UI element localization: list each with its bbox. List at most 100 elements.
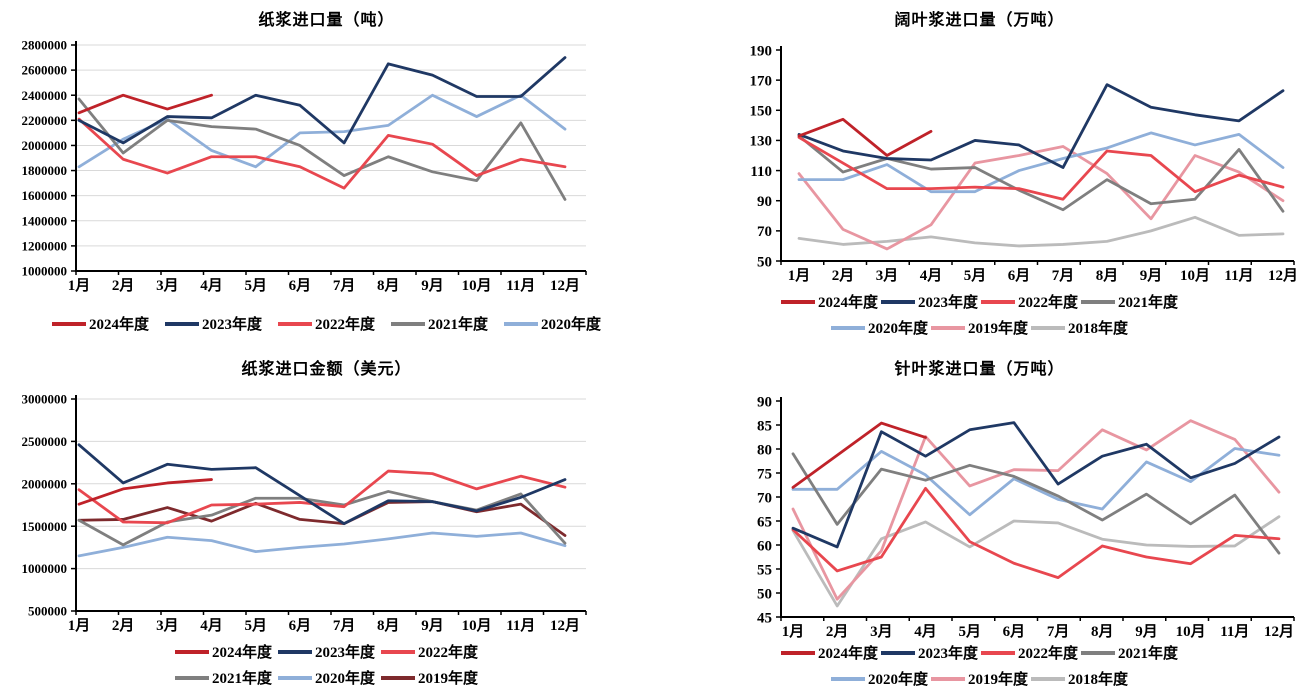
legend-swatch-icon xyxy=(780,650,815,655)
legend-row: 2021年度 2020年度 2019年度 xyxy=(174,667,478,688)
svg-text:65: 65 xyxy=(757,514,772,530)
svg-text:2月: 2月 xyxy=(832,267,855,284)
legend-item: 2022年度 xyxy=(381,641,478,662)
legend-swatch-icon xyxy=(930,676,965,681)
svg-text:70: 70 xyxy=(757,224,772,240)
chart-legend-pulp-import-value: 2024年度 2023年度 2022年度 2021年度 2020年度 2019年度 xyxy=(0,641,653,688)
svg-text:2400000: 2400000 xyxy=(22,88,68,103)
svg-text:5月: 5月 xyxy=(244,277,267,294)
chart-legend-hardwood-pulp: 2024年度 2023年度 2022年度 2021年度 2020年度 2019年度 2018… xyxy=(653,291,1306,338)
legend-swatch-icon xyxy=(1031,676,1065,681)
svg-text:10月: 10月 xyxy=(462,617,492,634)
x-axis-labels: 1月 2月 3月 4月 5月 6月 7月 8月 9月 10月 11月 12月 xyxy=(68,617,580,634)
legend-swatch-icon xyxy=(277,675,312,680)
svg-text:12月: 12月 xyxy=(550,277,580,294)
axes xyxy=(776,46,1295,265)
series-line-2020年度 xyxy=(791,447,1281,517)
svg-text:1月: 1月 xyxy=(68,617,91,634)
svg-text:50: 50 xyxy=(757,586,772,602)
svg-text:5月: 5月 xyxy=(964,267,987,284)
svg-text:8月: 8月 xyxy=(377,617,400,634)
legend-swatch-icon xyxy=(981,299,1015,304)
svg-text:3月: 3月 xyxy=(870,623,893,640)
x-axis-labels: 1月 2月 3月 4月 5月 6月 7月 8月 9月 10月 11月 12月 xyxy=(782,623,1294,640)
legend-item: 2024年度 xyxy=(780,642,878,663)
svg-text:12月: 12月 xyxy=(1268,267,1298,284)
legend-label: 2020年度 xyxy=(314,671,375,687)
legend-item: 2020年度 xyxy=(830,317,928,338)
svg-text:1600000: 1600000 xyxy=(22,188,68,203)
legend-label: 2022年度 xyxy=(418,645,479,661)
series-line-2019年度 xyxy=(77,500,567,537)
svg-text:2200000: 2200000 xyxy=(22,113,68,128)
chart-panel-hardwood-pulp: 阔叶浆进口量（万吨） 190 170 150 130 110 90 70 50 1月 2月 3月 4月… xyxy=(653,0,1306,349)
svg-text:1000000: 1000000 xyxy=(22,264,68,279)
series-line-2020年度 xyxy=(797,131,1285,194)
series-line-2022年度 xyxy=(791,486,1281,580)
svg-text:12月: 12月 xyxy=(1264,623,1294,640)
legend-item: 2020年度 xyxy=(830,668,928,689)
svg-text:2月: 2月 xyxy=(826,623,849,640)
svg-text:85: 85 xyxy=(757,418,772,434)
legend-swatch-icon xyxy=(880,299,915,304)
svg-text:4月: 4月 xyxy=(200,617,223,634)
legend-item: 2024年度 xyxy=(51,313,149,334)
legend-row: 2024年度 2023年度 2022年度 xyxy=(174,641,478,662)
series-line-2023年度 xyxy=(797,83,1285,169)
legend-swatch-icon xyxy=(391,321,425,326)
svg-text:2600000: 2600000 xyxy=(22,63,68,78)
legend-swatch-icon xyxy=(277,321,312,326)
svg-text:4月: 4月 xyxy=(200,277,223,294)
svg-text:9月: 9月 xyxy=(1140,267,1163,284)
legend-label: 2023年度 xyxy=(917,295,978,311)
legend-label: 2020年度 xyxy=(867,672,928,688)
legend-item: 2022年度 xyxy=(981,291,1078,312)
legend-swatch-icon xyxy=(1081,299,1116,304)
svg-text:2500000: 2500000 xyxy=(22,434,68,449)
legend-item: 2021年度 xyxy=(1081,291,1178,312)
chart-plot-pulp-import-volume: 2800000 2600000 2400000 2200000 2000000 18000… xyxy=(22,38,587,294)
svg-text:6月: 6月 xyxy=(1008,267,1031,284)
legend-label: 2021年度 xyxy=(1118,646,1179,662)
legend-label: 2023年度 xyxy=(917,646,978,662)
legend-label: 2019年度 xyxy=(967,321,1028,337)
svg-text:9月: 9月 xyxy=(421,617,444,634)
series-line-2024年度 xyxy=(77,478,213,506)
svg-text:1200000: 1200000 xyxy=(22,238,68,253)
legend-item: 2020年度 xyxy=(277,667,375,688)
series-line-2018年度 xyxy=(797,215,1285,248)
legend-item: 2024年度 xyxy=(174,641,272,662)
svg-text:8月: 8月 xyxy=(1096,267,1119,284)
legend-label: 2018年度 xyxy=(1068,672,1129,688)
svg-text:1月: 1月 xyxy=(788,267,811,284)
svg-text:50: 50 xyxy=(757,254,772,270)
y-axis-labels: 2800000 2600000 2400000 2200000 2000000 18000… xyxy=(22,38,68,279)
legend-label: 2024年度 xyxy=(88,317,149,333)
legend-swatch-icon xyxy=(830,676,865,681)
chart-title-hardwood-pulp: 阔叶浆进口量（万吨） xyxy=(894,12,1065,29)
x-axis-labels: 1月 2月 3月 4月 5月 6月 7月 8月 9月 10月 11月 12月 xyxy=(68,277,580,294)
legend-item: 2021年度 xyxy=(391,313,488,334)
x-axis-labels: 1月 2月 3月 4月 5月 6月 7月 8月 9月 10月 11月 12月 xyxy=(788,267,1298,284)
legend-item: 2023年度 xyxy=(164,313,262,334)
svg-text:11月: 11月 xyxy=(1220,623,1249,640)
legend-row: 2020年度 2019年度 2018年度 xyxy=(830,317,1128,338)
series-line-2022年度 xyxy=(797,136,1285,201)
legend-item: 2023年度 xyxy=(880,642,978,663)
legend-label: 2022年度 xyxy=(314,317,375,333)
svg-text:110: 110 xyxy=(750,164,772,180)
axes xyxy=(776,397,1295,621)
legend-item: 2021年度 xyxy=(174,667,272,688)
legend-item: 2020年度 xyxy=(504,313,601,334)
svg-text:10月: 10月 xyxy=(462,277,492,294)
legend-swatch-icon xyxy=(780,299,815,304)
series-line-2020年度 xyxy=(77,531,567,558)
series-line-2018年度 xyxy=(791,515,1281,608)
legend-label: 2024年度 xyxy=(817,295,878,311)
legend-item: 2022年度 xyxy=(277,313,375,334)
legend-item: 2018年度 xyxy=(1031,317,1128,338)
svg-text:70: 70 xyxy=(757,490,772,506)
svg-text:1月: 1月 xyxy=(782,623,805,640)
series-line-2021年度 xyxy=(797,134,1285,213)
